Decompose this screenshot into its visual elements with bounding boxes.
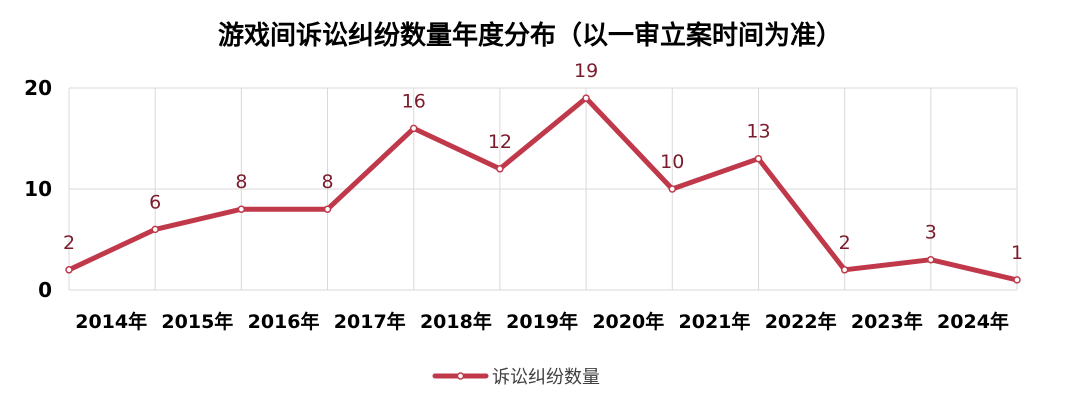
x-tick-label: 2022年 <box>765 310 837 333</box>
data-label: 13 <box>746 121 770 143</box>
data-point <box>668 185 677 193</box>
x-tick-label: 2019年 <box>506 310 578 333</box>
data-point <box>237 205 246 213</box>
data-label: 19 <box>574 60 598 82</box>
x-tick-label: 2014年 <box>75 310 147 333</box>
x-axis-ticks: 2014年 2015年 2016年 2017年 2018年 2019年 2020年 2021年… <box>75 310 1009 333</box>
x-tick-label: 2018年 <box>420 310 492 333</box>
series-group <box>65 94 1021 284</box>
x-tick-label: 2023年 <box>851 310 923 333</box>
data-point <box>151 225 159 234</box>
data-point <box>65 266 73 274</box>
data-label: 3 <box>925 222 937 244</box>
data-point <box>754 154 763 163</box>
data-point <box>840 266 849 274</box>
x-tick-label: 2021年 <box>679 310 751 333</box>
x-tick-label: 2017年 <box>334 310 406 333</box>
data-label: 1 <box>1011 242 1023 264</box>
data-label: 12 <box>488 131 512 153</box>
x-tick-label: 2020年 <box>592 310 664 333</box>
data-point <box>496 165 504 173</box>
series-line <box>66 95 1020 283</box>
data-point <box>927 255 935 264</box>
data-point <box>409 124 418 133</box>
y-tick-label: 0 <box>38 278 52 302</box>
data-label: 6 <box>149 191 161 213</box>
data-label: 8 <box>235 171 247 193</box>
x-tick-label: 2015年 <box>161 310 233 333</box>
data-labels: 2 6 8 8 16 12 19 10 13 2 3 1 <box>63 60 1023 264</box>
y-axis-ticks: 0 10 20 <box>24 76 52 302</box>
data-label: 2 <box>63 232 75 254</box>
gridlines <box>68 87 1018 291</box>
legend: 诉讼纠纷数量 <box>432 367 600 388</box>
x-tick-label: 2016年 <box>248 310 320 333</box>
data-label: 10 <box>660 151 684 173</box>
data-label: 16 <box>402 90 426 112</box>
chart-title: 游戏间诉讼纠纷数量年度分布（以一审立案时间为准） <box>218 20 842 51</box>
data-label: 2 <box>839 232 851 254</box>
data-label: 8 <box>321 171 333 193</box>
y-tick-label: 10 <box>24 177 52 201</box>
legend-marker <box>456 372 465 380</box>
data-point <box>582 94 590 102</box>
y-tick-label: 20 <box>24 76 52 100</box>
x-tick-label: 2024年 <box>937 310 1009 333</box>
legend-label: 诉讼纠纷数量 <box>492 367 600 388</box>
data-point <box>323 205 332 213</box>
data-point <box>1013 276 1021 284</box>
